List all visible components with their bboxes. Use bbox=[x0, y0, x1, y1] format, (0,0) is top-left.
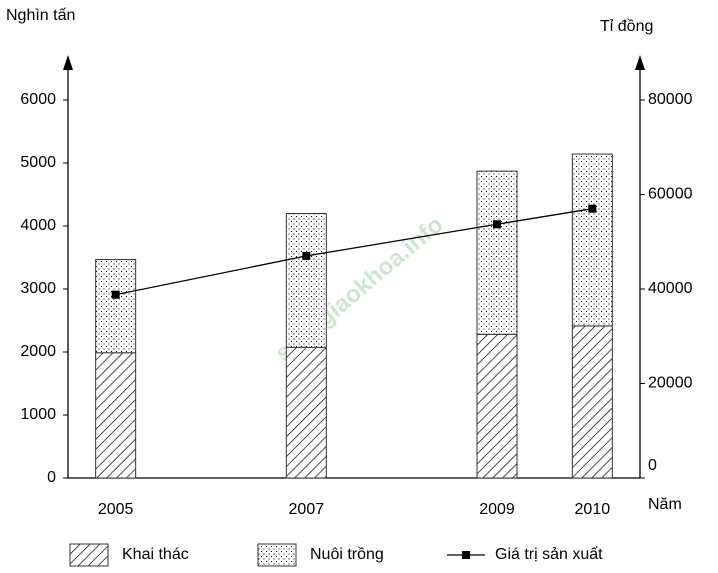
bar bbox=[571, 153, 613, 327]
y-tick-label: 0 bbox=[47, 469, 56, 486]
y2-axis-arrow bbox=[635, 55, 645, 70]
y-tick-label: 5000 bbox=[20, 154, 56, 171]
y2-tick-label: 20000 bbox=[648, 375, 693, 392]
legend-swatch bbox=[69, 543, 109, 567]
y-axis-label: Nghìn tấn bbox=[6, 7, 75, 24]
bar bbox=[476, 170, 518, 335]
legend-label: Khai thác bbox=[122, 546, 189, 563]
legend-label: Nuôi trồng bbox=[310, 546, 384, 563]
bar bbox=[95, 352, 137, 479]
y-tick-label: 2000 bbox=[20, 343, 56, 360]
y2-tick-label: 80000 bbox=[648, 91, 693, 108]
y-tick-label: 1000 bbox=[20, 406, 56, 423]
y2-tick-label: 40000 bbox=[648, 280, 693, 297]
x-axis-label: Năm bbox=[648, 496, 682, 513]
y-tick-label: 4000 bbox=[20, 217, 56, 234]
line-marker bbox=[111, 290, 120, 299]
bar bbox=[285, 346, 327, 479]
x-tick-label: 2007 bbox=[289, 501, 325, 518]
bar bbox=[476, 333, 518, 479]
y-tick-label: 3000 bbox=[20, 280, 56, 297]
line-marker bbox=[588, 204, 597, 213]
x-tick-label: 2010 bbox=[575, 501, 611, 518]
legend-label: Giá trị sản xuất bbox=[495, 546, 603, 563]
line bbox=[115, 208, 593, 296]
bar bbox=[95, 259, 137, 354]
y-axis-arrow bbox=[63, 55, 73, 70]
line-marker bbox=[302, 251, 311, 260]
x-tick-label: 2009 bbox=[479, 501, 515, 518]
y-tick-label: 6000 bbox=[20, 91, 56, 108]
y2-tick-label: 0 bbox=[648, 457, 657, 474]
bar bbox=[571, 325, 613, 479]
legend-swatch bbox=[257, 543, 297, 567]
bar bbox=[285, 213, 327, 348]
legend-marker bbox=[462, 551, 470, 559]
x-tick-label: 2005 bbox=[98, 501, 134, 518]
line-marker bbox=[493, 220, 501, 229]
y2-axis-label: Tỉ đồng bbox=[600, 18, 653, 35]
y2-tick-label: 60000 bbox=[648, 186, 693, 203]
